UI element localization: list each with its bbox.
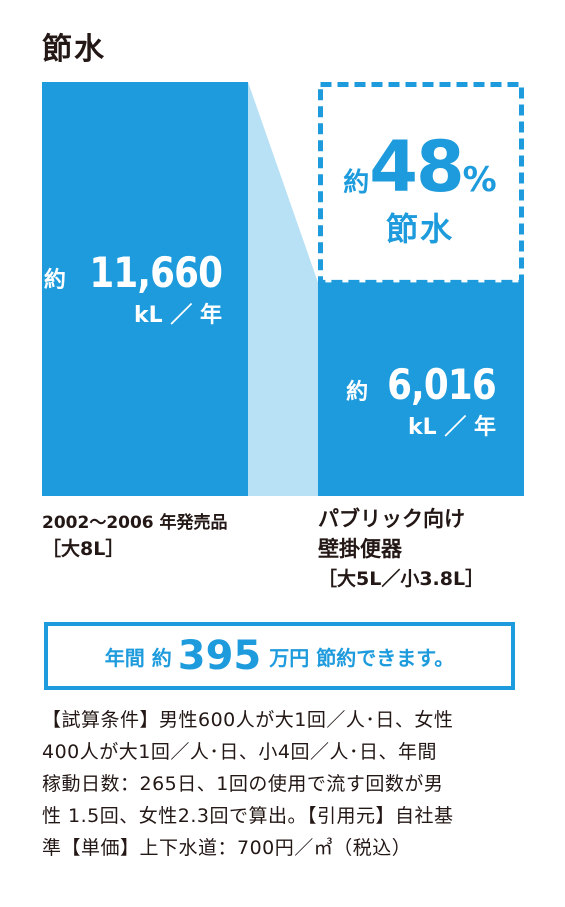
- note-line: 稼動日数：265日、1回の使用で流す回数が男: [42, 773, 444, 795]
- saving-label: 節水: [385, 210, 454, 248]
- caption-old-line1: 2002～2006 年発売品: [42, 513, 228, 533]
- saving-callout: 約48% 節水: [325, 88, 515, 282]
- bar-new-model: [318, 282, 524, 496]
- bar-label-new: 約 6,016 kL ／ 年: [346, 360, 497, 441]
- annual-saving-banner: 年間 約 395 万円 節約できます。: [44, 622, 515, 690]
- caption-new-line3: ［大5L／小3.8L］: [318, 568, 485, 590]
- bar-old-model: [42, 82, 248, 496]
- bar-chart: [42, 82, 524, 496]
- bar-unit-old: kL ／ 年: [134, 303, 222, 328]
- note-line: 【試算条件】男性600人が大1回／人･日、女性: [42, 709, 454, 731]
- bar-label-old: 約 11,660 kL ／ 年: [43, 248, 223, 329]
- caption-old-model: 2002～2006 年発売品 ［大8L］: [42, 510, 228, 562]
- note-line: 400人が大1回／人･日、小4回／人･日、年間: [42, 741, 437, 763]
- caption-new-model: パブリック向け 壁掛便器 ［大5L／小3.8L］: [318, 504, 484, 594]
- page-title: 節水: [42, 32, 106, 67]
- caption-new-line1: パブリック向け: [318, 507, 465, 531]
- banner-suffix: 万円 節約できます。: [269, 645, 455, 670]
- note-line: 性 1.5回、女性2.3回で算出。【引用元】自社基: [42, 805, 454, 827]
- caption-new-line2: 壁掛便器: [318, 537, 402, 561]
- approx-prefix: 約: [43, 268, 66, 293]
- bar-unit-new: kL ／ 年: [408, 415, 496, 440]
- percent-sign: %: [462, 160, 497, 200]
- note-line: 準【単価】上下水道：700円／㎥（税込）: [42, 837, 412, 859]
- caption-old-line2: ［大8L］: [42, 538, 125, 560]
- banner-prefix: 年間 約: [104, 645, 172, 670]
- banner-value: 395: [177, 633, 262, 679]
- bar-value-old: 11,660: [89, 248, 223, 297]
- calculation-notes: 【試算条件】男性600人が大1回／人･日、女性 400人が大1回／人･日、小4回…: [42, 704, 532, 864]
- saving-percent: 48: [369, 126, 464, 208]
- bar-connector: [248, 82, 318, 496]
- bar-value-new: 6,016: [387, 360, 497, 409]
- saving-dashed-outline: [318, 82, 524, 285]
- approx-prefix: 約: [346, 380, 369, 405]
- saving-prefix: 約: [343, 168, 370, 198]
